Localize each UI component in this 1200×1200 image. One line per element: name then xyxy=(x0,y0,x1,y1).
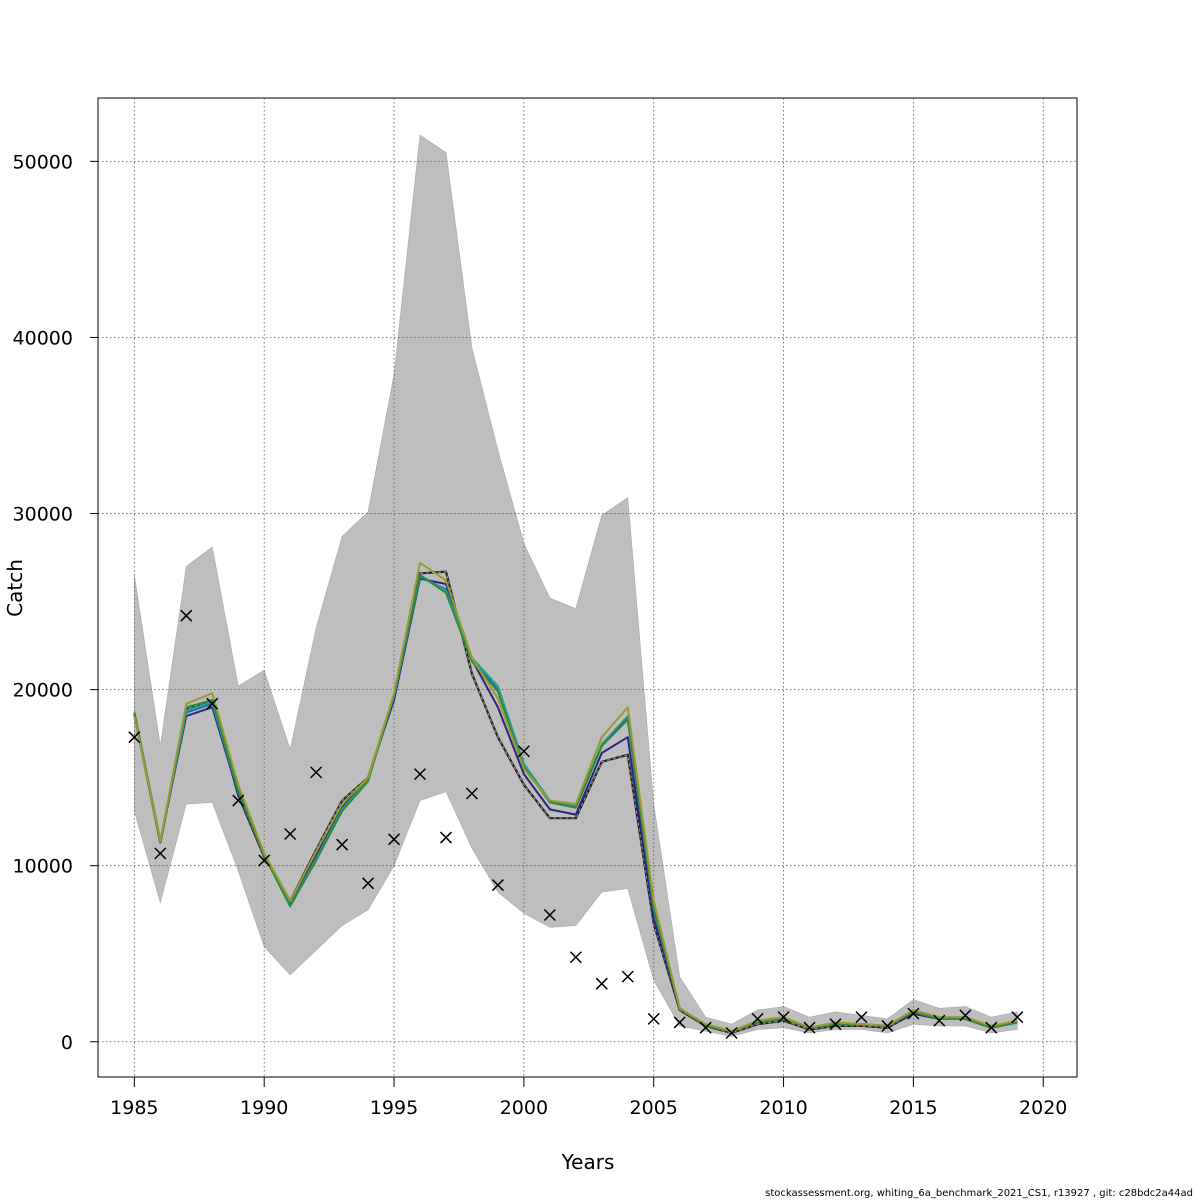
x-axis: 1985 1990 1995 2000 2005 2010 2015 2020 xyxy=(110,1076,1067,1119)
observation-marker xyxy=(725,1026,738,1040)
observation-marker xyxy=(258,854,271,867)
observation-marker xyxy=(881,1019,894,1032)
y-tick-label: 50000 xyxy=(13,151,73,173)
observation-marker xyxy=(413,768,427,781)
observation-marker xyxy=(699,1021,712,1034)
observation-marker xyxy=(206,697,219,710)
x-tick-label: 2005 xyxy=(630,1097,678,1119)
observation-marker xyxy=(232,794,245,807)
observation-marker xyxy=(491,879,504,892)
series-layer xyxy=(133,561,1018,1035)
grid-layer xyxy=(98,98,1077,1077)
observation-marker xyxy=(855,1011,868,1024)
observation-marker xyxy=(180,609,193,622)
observation-marker xyxy=(336,838,349,851)
x-tick-label: 2000 xyxy=(500,1097,548,1119)
observation-marker xyxy=(284,827,297,841)
observation-marker xyxy=(569,951,582,964)
observation-marker xyxy=(154,847,167,860)
observation-marker xyxy=(933,1014,946,1027)
series-line-5 xyxy=(133,561,1018,1033)
observation-marker xyxy=(907,1007,920,1020)
observation-marker xyxy=(647,1012,660,1025)
observation-marker xyxy=(673,1016,686,1029)
y-tick-label: 40000 xyxy=(13,327,73,349)
footer-note: stockassessment.org, whiting_6a_benchmar… xyxy=(765,1188,1193,1199)
y-tick-label: 0 xyxy=(61,1032,73,1054)
observation-marker xyxy=(465,787,478,800)
observation-marker xyxy=(1011,1011,1024,1024)
y-tick-label: 20000 xyxy=(13,680,73,702)
y-axis-title: Catch xyxy=(3,559,27,617)
y-tick-label: 30000 xyxy=(13,504,73,526)
observation-marker xyxy=(543,908,556,922)
observation-marker xyxy=(777,1011,790,1024)
observation-marker xyxy=(985,1021,998,1034)
observation-marker xyxy=(517,745,530,758)
x-tick-label: 1990 xyxy=(240,1097,288,1119)
confidence-band-layer xyxy=(134,134,1018,1037)
observation-marker xyxy=(439,831,453,844)
observation-marker xyxy=(621,970,634,983)
observation-marker xyxy=(803,1021,816,1034)
observation-marker xyxy=(362,877,375,890)
observation-marker xyxy=(388,833,401,846)
x-axis-title: Years xyxy=(561,1150,615,1174)
x-tick-label: 2010 xyxy=(759,1097,807,1119)
x-tick-label: 2015 xyxy=(889,1097,937,1119)
observation-marker xyxy=(128,731,141,744)
observation-marker xyxy=(829,1018,842,1031)
x-tick-label: 2020 xyxy=(1019,1097,1067,1119)
y-axis: 0 10000 20000 30000 40000 50000 xyxy=(13,151,99,1054)
observation-marker xyxy=(751,1012,764,1025)
observation-marker xyxy=(959,1009,972,1022)
observation-marker xyxy=(595,977,608,990)
x-tick-label: 1995 xyxy=(370,1097,418,1119)
observation-layer xyxy=(128,609,1024,1040)
confidence-band xyxy=(134,134,1018,1037)
observation-marker xyxy=(310,766,323,779)
x-tick-label: 1985 xyxy=(110,1097,158,1119)
y-tick-label: 10000 xyxy=(13,856,73,878)
